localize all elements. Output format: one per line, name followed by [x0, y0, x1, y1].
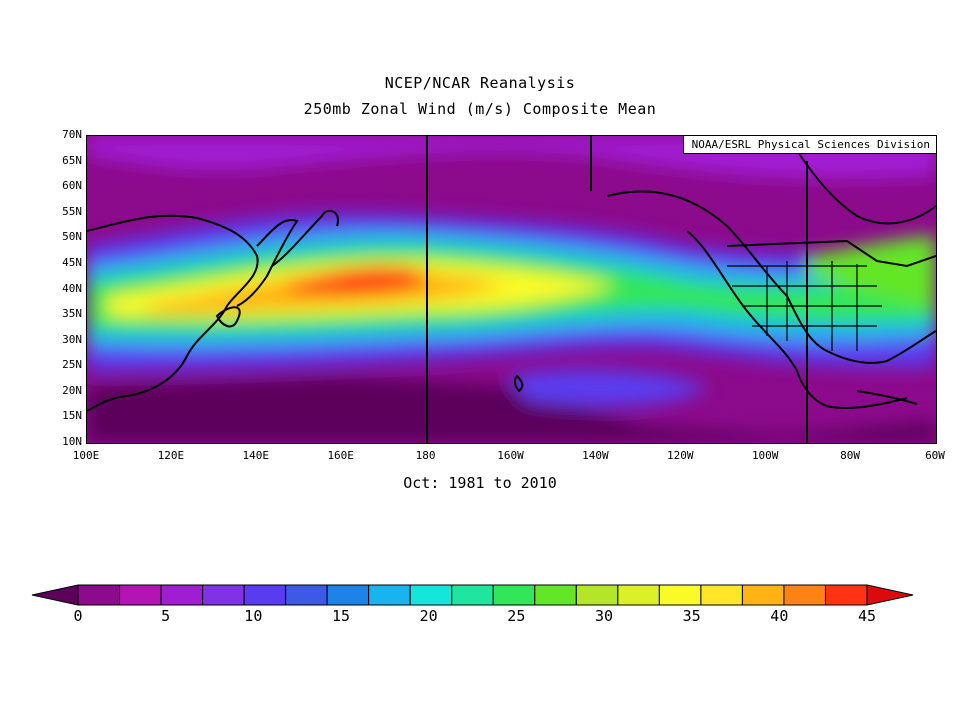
colorbar-cell — [575, 584, 619, 606]
lat-label: 45N — [62, 255, 82, 269]
colorbar-arrow-low — [31, 584, 79, 606]
lon-label: 160W — [497, 449, 524, 462]
colorbar-cell — [77, 584, 121, 606]
colorbar-arrow-high — [866, 584, 914, 606]
lon-label: 100W — [751, 449, 779, 462]
colorbar-cell — [492, 584, 536, 606]
wind-map: NOAA/ESRL Physical Sciences Division — [86, 135, 937, 444]
colorbar-tick-label: 10 — [244, 607, 263, 625]
title-line-2: 250mb Zonal Wind (m/s) Composite Mean — [303, 100, 657, 118]
title-line-1: NCEP/NCAR Reanalysis — [384, 74, 576, 92]
lon-label: 120E — [157, 449, 185, 462]
lon-label: 160E — [327, 449, 354, 462]
lat-label: 15N — [62, 409, 82, 423]
period-label: Oct: 1981 to 2010 — [403, 474, 557, 492]
lon-label: 60W — [925, 449, 945, 462]
colorbar-tick-label: 20 — [419, 607, 438, 625]
colorbar-cell — [202, 584, 245, 606]
lon-label: 120W — [667, 449, 694, 462]
colorbar-tick-label: 30 — [594, 607, 614, 625]
colorbar-cell — [160, 584, 204, 606]
lat-label: 70N — [62, 128, 82, 141]
colorbar-tick-label: 35 — [682, 607, 701, 625]
lon-label: 80W — [840, 449, 861, 462]
colorbar-cell — [243, 584, 287, 606]
colorbar — [31, 584, 914, 606]
colorbar-cell — [617, 584, 660, 606]
colorbar-cell — [451, 584, 494, 606]
lat-label: 30N — [62, 332, 82, 346]
colorbar-tick-label: 45 — [857, 607, 877, 625]
credit-label: NOAA/ESRL Physical Sciences Division — [682, 136, 936, 154]
colorbar-cell — [326, 584, 370, 606]
colorbar-tick-label: 25 — [507, 607, 526, 625]
lon-label: 140W — [582, 449, 609, 462]
colorbar-cell — [409, 584, 453, 606]
colorbar-cell — [783, 584, 826, 606]
wind-map-svg — [87, 136, 936, 443]
colorbar-cell — [700, 584, 743, 606]
lon-label: 180 — [415, 449, 436, 462]
lat-label: 60N — [62, 179, 82, 193]
lat-label: 20N — [62, 383, 82, 397]
lat-label: 35N — [62, 307, 82, 321]
colorbar-cell — [658, 584, 702, 606]
lat-label: 10N — [62, 435, 82, 448]
lon-label: 100E — [72, 449, 100, 462]
lat-label: 65N — [62, 153, 82, 167]
colorbar-cell — [119, 584, 162, 606]
colorbar-tick-label: 0 — [73, 607, 83, 625]
colorbar-tick-label: 15 — [331, 607, 351, 625]
colorbar-cell — [741, 584, 785, 606]
lat-label: 40N — [62, 281, 82, 295]
lat-label: 25N — [62, 358, 82, 372]
lon-label: 140E — [242, 449, 270, 462]
lat-label: 55N — [62, 204, 82, 218]
colorbar-cell — [534, 584, 577, 606]
colorbar-tick-label: 5 — [161, 607, 171, 625]
lat-label: 50N — [62, 230, 82, 244]
colorbar-cell — [824, 584, 868, 606]
colorbar-cell — [368, 584, 411, 606]
colorbar-cell — [285, 584, 328, 606]
colorbar-tick-label: 40 — [770, 607, 789, 625]
